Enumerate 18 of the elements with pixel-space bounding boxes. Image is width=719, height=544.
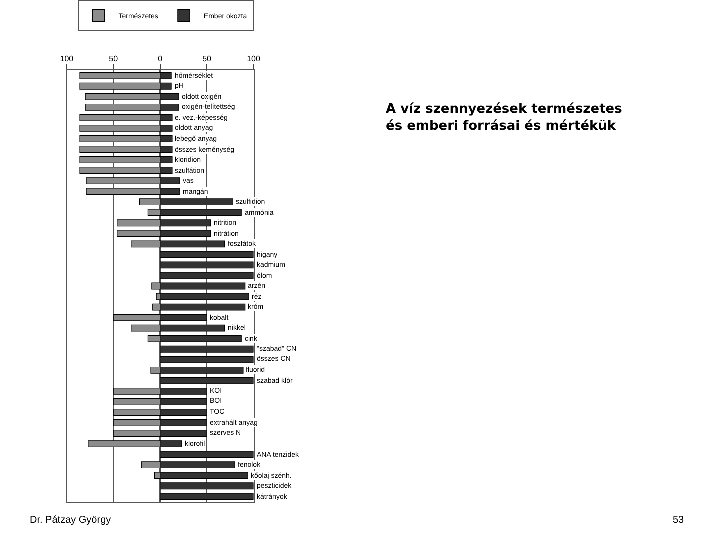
text: A víz szennyezések természetes és emberi forrásai és mértékük bbox=[386, 102, 623, 134]
x-tick-label: 100 bbox=[60, 54, 74, 64]
bar bbox=[160, 356, 254, 364]
bar bbox=[160, 251, 254, 258]
bar bbox=[160, 451, 254, 458]
bar bbox=[160, 272, 254, 280]
x-tick-label: 0 bbox=[158, 54, 164, 64]
bar bbox=[160, 493, 254, 500]
x-tick-label: 100 bbox=[247, 54, 261, 64]
text: 53 bbox=[673, 515, 685, 526]
bar bbox=[160, 293, 250, 300]
x-tick-label: 50 bbox=[202, 54, 212, 64]
text: Dr. Pátzay György bbox=[30, 515, 112, 526]
bar bbox=[160, 346, 254, 353]
bar bbox=[160, 262, 254, 269]
bar bbox=[160, 482, 254, 490]
bar bbox=[160, 377, 254, 384]
x-tick-label: 50 bbox=[109, 54, 119, 64]
